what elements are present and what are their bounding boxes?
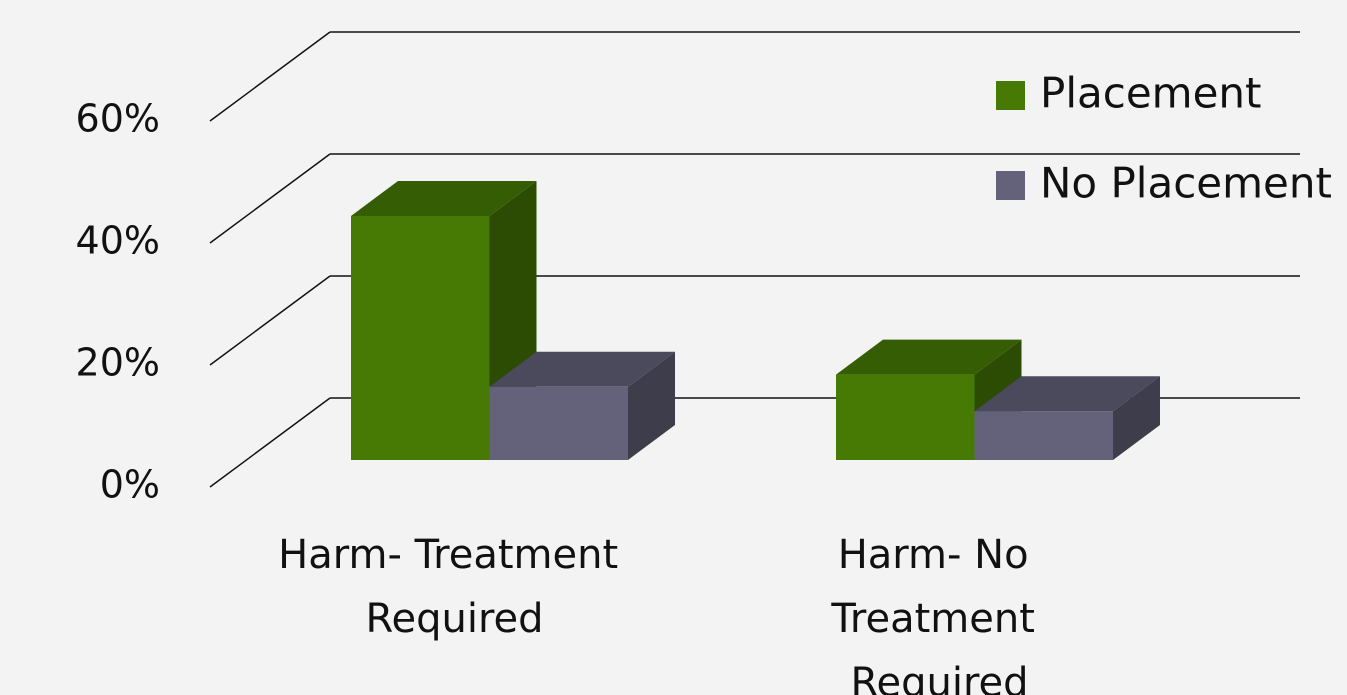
bar-top — [351, 181, 537, 216]
x-tick-label: Harm- Treatment Required — [278, 532, 631, 642]
bar-top — [489, 351, 675, 387]
bar-front — [351, 216, 490, 460]
x-tick-line: Required — [365, 596, 543, 642]
legend-swatch — [996, 81, 1025, 110]
legend-swatch — [996, 171, 1025, 200]
bar-top — [974, 376, 1160, 412]
x-tick-label: Harm- No Treatment Required — [830, 532, 1047, 695]
y-tick-label: 20% — [76, 341, 160, 385]
y-tick-label: 40% — [76, 219, 160, 263]
grid-line-side — [209, 153, 331, 244]
bar — [836, 339, 1022, 460]
x-tick-line: Harm- No — [838, 532, 1042, 578]
legend-label: No Placement — [1040, 159, 1332, 208]
bar — [974, 376, 1160, 460]
bar-side — [1113, 376, 1160, 460]
x-tick-line: Harm- Treatment — [278, 532, 631, 578]
legend-label: Placement — [1040, 69, 1262, 118]
grid-line-side — [209, 31, 331, 122]
bar-front — [489, 386, 628, 460]
grid-line-side — [209, 275, 331, 366]
x-tick-line: Treatment — [830, 596, 1047, 642]
bar — [489, 351, 675, 460]
bar-front — [974, 411, 1113, 460]
grid-line-side — [209, 397, 331, 488]
y-tick-label: 60% — [76, 97, 160, 141]
y-tick-label: 0% — [100, 463, 160, 507]
bar-front — [836, 374, 975, 460]
x-tick-line: Required — [850, 660, 1028, 695]
bar-side — [628, 351, 675, 460]
bar-top — [836, 339, 1022, 375]
